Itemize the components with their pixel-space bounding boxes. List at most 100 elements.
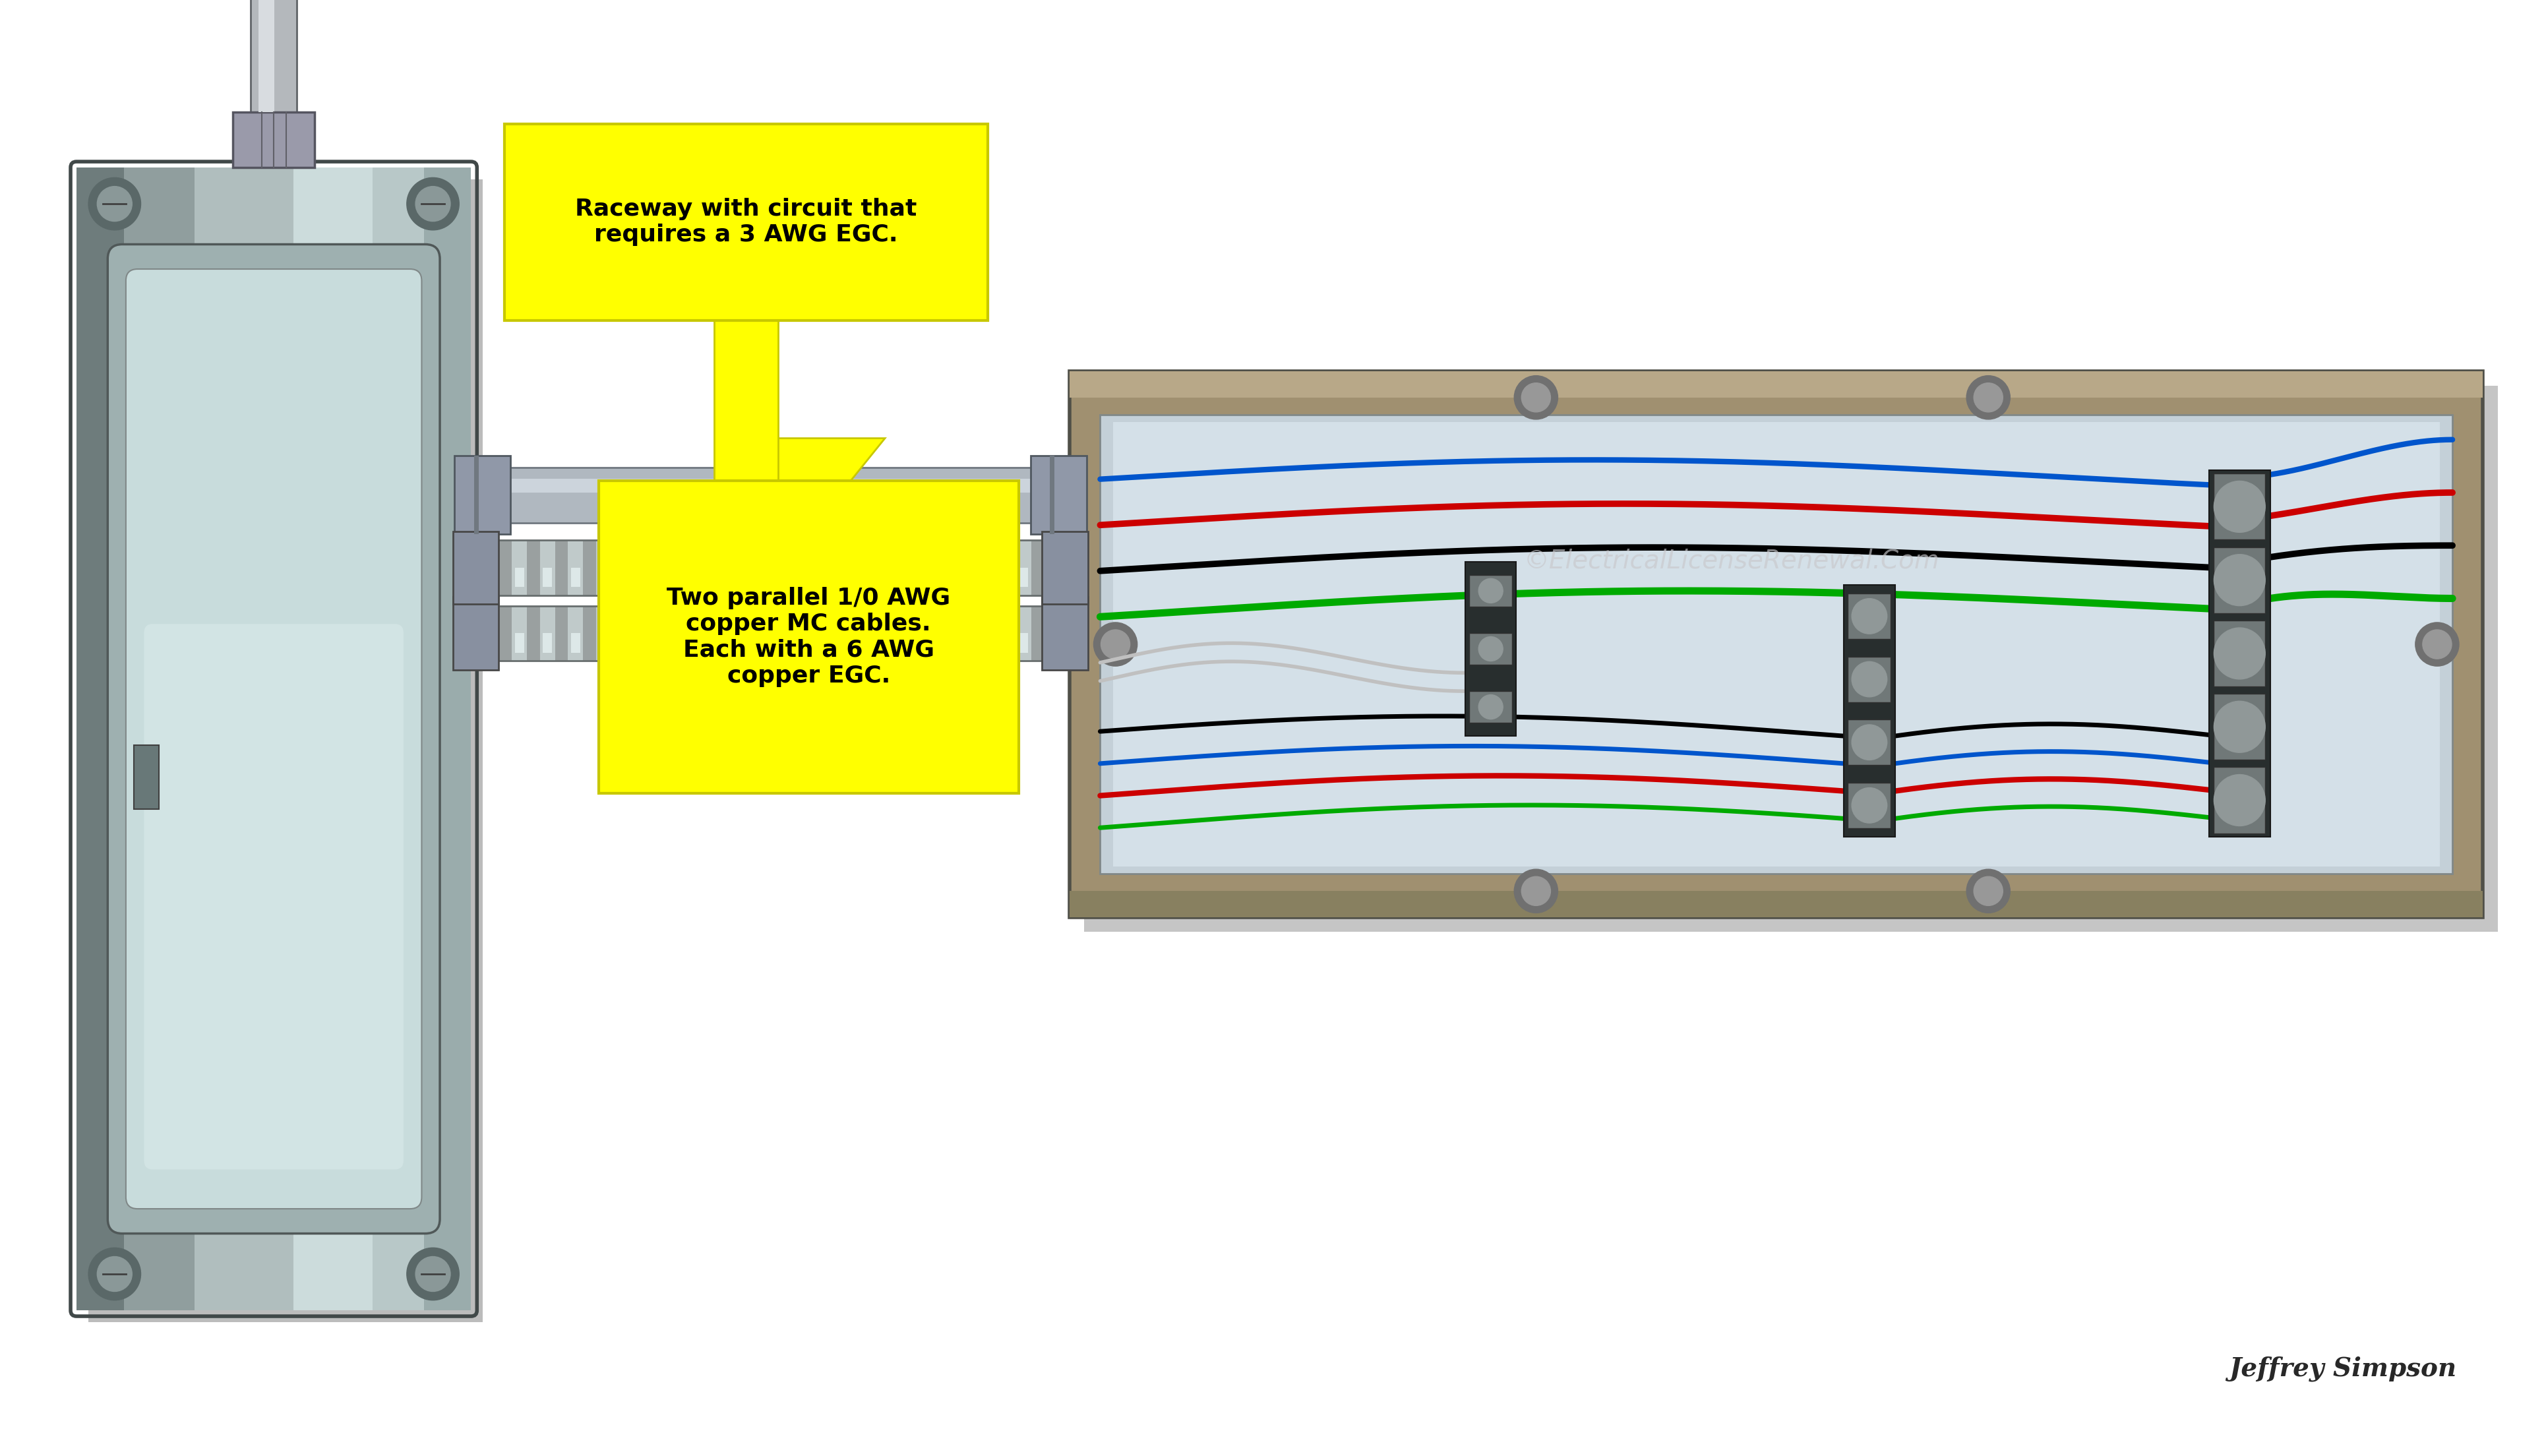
Bar [738,633,749,652]
Bar [652,606,667,661]
Text: Raceway with circuit that
requires a 3 AWG EGC.: Raceway with circuit that requires a 3 A… [575,198,917,246]
Circle shape [1973,383,2001,412]
Circle shape [1966,869,2009,913]
Bar [1469,575,1512,607]
Bar [484,540,499,596]
Bar [1848,783,1889,828]
Bar [471,540,1069,596]
Bar [1469,692,1512,722]
Circle shape [407,1248,458,1300]
Bar [960,540,975,596]
Circle shape [2212,555,2266,606]
Bar [250,0,298,112]
Bar [794,568,805,587]
Circle shape [1851,661,1887,697]
Bar [76,167,125,1310]
Bar [878,568,889,587]
Bar [850,568,861,587]
Bar [766,633,777,652]
Bar [736,540,751,596]
Circle shape [1851,725,1887,760]
Bar [260,0,275,112]
Bar [794,633,805,652]
Bar [932,606,947,661]
Bar [710,568,721,587]
Bar [652,540,667,596]
Bar [2212,547,2266,613]
Bar [596,540,611,596]
Circle shape [1100,629,1130,658]
Bar [471,540,1069,596]
Circle shape [1851,598,1887,633]
Bar [1016,540,1031,596]
Bar [1016,606,1031,661]
Bar [471,467,1069,523]
Bar [848,540,863,596]
Bar [568,606,583,661]
Bar [540,606,555,661]
Bar [708,606,723,661]
Bar [624,540,639,596]
Circle shape [89,1248,140,1300]
Text: Two parallel 1/0 AWG
copper MC cables.
Each with a 6 AWG
copper EGC.: Two parallel 1/0 AWG copper MC cables. E… [667,587,950,687]
Bar [598,633,608,652]
Bar [1464,562,1515,735]
Bar [474,456,479,534]
Bar [453,597,499,670]
Bar [820,540,835,596]
Bar [1031,456,1087,534]
Bar [512,540,527,596]
Bar [990,633,1001,652]
Bar [988,540,1003,596]
Bar [764,540,779,596]
Bar [1069,371,2482,397]
Bar [1018,633,1029,652]
Circle shape [1515,869,1558,913]
Bar [598,568,608,587]
Bar [568,540,583,596]
Bar [514,633,524,652]
Bar [934,568,945,587]
Circle shape [1479,636,1502,661]
Bar [542,568,552,587]
Bar [906,568,917,587]
Bar [1848,657,1889,702]
Circle shape [1092,623,1138,665]
Circle shape [2212,702,2266,753]
Bar [1848,719,1889,764]
Bar [1041,597,1087,670]
Bar [680,540,695,596]
Bar [736,606,751,661]
Bar [708,540,723,596]
Bar [777,438,840,794]
Bar [682,633,693,652]
Bar [89,179,484,1322]
Bar [1069,371,2482,917]
Circle shape [415,186,451,221]
Bar [514,568,524,587]
Bar [820,606,835,661]
Circle shape [1520,877,1551,906]
Bar [764,606,779,661]
Bar [906,633,917,652]
Circle shape [2421,629,2452,658]
Bar [876,606,891,661]
Bar [822,633,833,652]
Bar [848,606,863,661]
Bar [125,167,193,1310]
Bar [960,606,975,661]
Bar [822,568,833,587]
Bar [990,568,1001,587]
Circle shape [2212,480,2266,533]
Bar [486,633,496,652]
Bar [135,745,160,810]
Bar [1018,568,1029,587]
Circle shape [1479,578,1502,603]
Bar [624,606,639,661]
Circle shape [1520,383,1551,412]
Bar [471,479,1069,492]
Bar [962,568,973,587]
Bar [293,167,372,1310]
FancyBboxPatch shape [504,124,988,320]
FancyBboxPatch shape [145,625,402,1169]
